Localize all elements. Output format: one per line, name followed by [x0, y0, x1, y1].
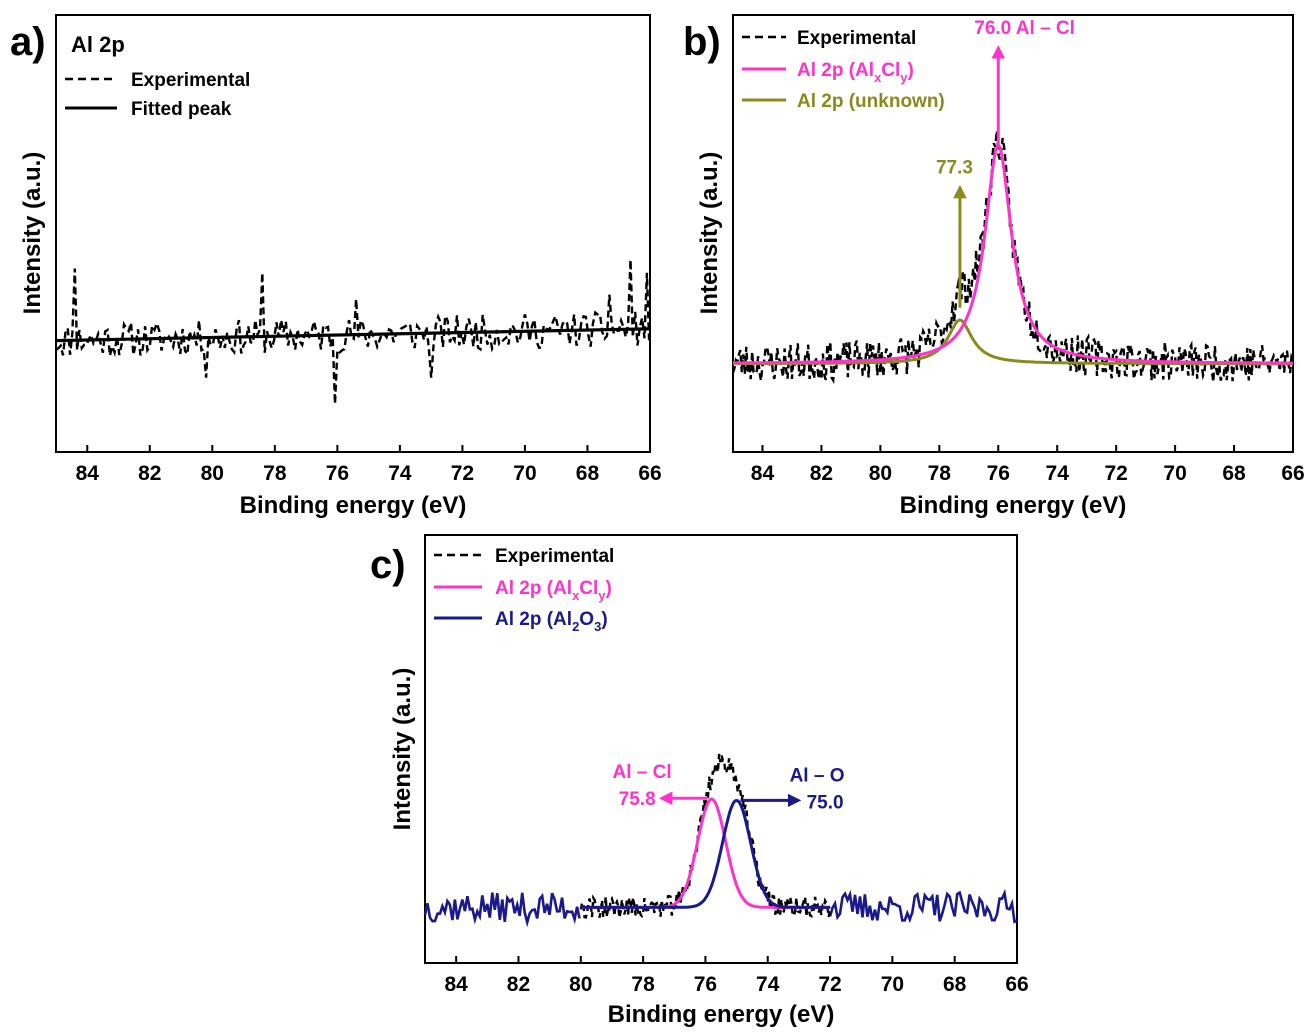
panel-b-plot-area — [731, 45, 1295, 384]
x-tick-label: 82 — [810, 462, 833, 485]
panel-c-x-axis-title: Binding energy (eV) — [608, 1001, 835, 1028]
series-experimental-line — [731, 130, 1295, 384]
x-tick-label: 72 — [1104, 462, 1127, 485]
annotation-al-o-c-line2: 75.0 — [807, 792, 844, 813]
x-tick-label: 68 — [1222, 462, 1246, 485]
x-tick-label: 70 — [1163, 462, 1186, 485]
panel-a: a) 84 82 80 78 76 74 72 70 68 66 Al 2p Experiment… — [10, 14, 662, 519]
panel-b-annotations: 76.0 Al – Cl 77.3 — [936, 18, 1075, 179]
x-tick-label: 68 — [576, 462, 600, 485]
legend-label-experimental: Experimental — [797, 28, 916, 49]
legend-label-alxcly: Al 2p (AlxCly) — [495, 578, 612, 603]
x-tick-label: 66 — [638, 462, 661, 485]
panel-a-plot-area — [55, 259, 651, 404]
panel-a-legend: Experimental Fitted peak — [65, 70, 250, 120]
x-tick-label: 70 — [513, 462, 536, 485]
legend-label-al2o3: Al 2p (Al2O3) — [495, 609, 608, 634]
x-tick-label: 66 — [1005, 973, 1028, 996]
x-tick-label: 76 — [987, 462, 1010, 485]
x-tick-label: 66 — [1281, 462, 1304, 485]
series-al2o3-background-right — [828, 888, 1018, 924]
panel-c-plot-area — [423, 753, 1018, 928]
panel-c-frame — [424, 534, 1018, 964]
panel-b: b) 84 82 80 78 76 74 72 70 68 66 Experimental Al … — [683, 14, 1305, 519]
series-al2o3-line — [580, 798, 831, 909]
legend-label-fitted: Fitted peak — [131, 99, 232, 120]
panel-a-x-axis-title: Binding energy (eV) — [240, 492, 467, 519]
panel-c-y-axis-title: Intensity (a.u.) — [389, 668, 416, 831]
panel-c-annotations: Al – Cl 75.8 Al – O 75.0 — [613, 762, 845, 813]
annotation-unknown-b: 77.3 — [936, 158, 973, 179]
panel-b-letter: b) — [683, 20, 721, 64]
x-tick-label: 70 — [881, 973, 904, 996]
panel-b-y-axis-title: Intensity (a.u.) — [696, 152, 723, 315]
panel-b-frame — [732, 14, 1294, 453]
panel-b-x-axis-title: Binding energy (eV) — [900, 492, 1127, 519]
x-tick-label: 78 — [631, 973, 655, 996]
legend-label-experimental: Experimental — [131, 70, 250, 91]
x-tick-label: 84 — [751, 462, 775, 485]
series-alxcly-line — [733, 142, 1293, 365]
series-alxcly-line — [580, 797, 831, 909]
panel-a-x-ticks: 84 82 80 78 76 74 72 70 68 66 — [76, 445, 662, 485]
x-tick-label: 80 — [869, 462, 892, 485]
x-tick-label: 82 — [507, 973, 530, 996]
x-tick-label: 76 — [326, 462, 349, 485]
x-tick-label: 76 — [694, 973, 717, 996]
legend-label-experimental: Experimental — [495, 546, 614, 567]
series-fitted-peak-line — [55, 327, 651, 343]
annotation-al-o-c-line1: Al – O — [790, 765, 845, 786]
panel-a-letter: a) — [10, 20, 46, 64]
x-tick-label: 74 — [756, 973, 780, 996]
x-tick-label: 78 — [263, 462, 287, 485]
panel-c-legend: Experimental Al 2p (AlxCly) Al 2p (Al2O3… — [434, 546, 614, 634]
panel-c-letter: c) — [370, 543, 406, 587]
series-experimental-line — [579, 753, 832, 919]
panel-a-title: Al 2p — [71, 32, 125, 57]
panel-a-y-axis-title: Intensity (a.u.) — [19, 152, 46, 315]
series-experimental-line — [55, 259, 651, 404]
annotation-al-cl-c-line1: Al – Cl — [613, 762, 672, 783]
panel-b-legend: Experimental Al 2p (AlxCly) Al 2p (unkno… — [742, 28, 945, 112]
x-tick-label: 74 — [388, 462, 412, 485]
x-tick-label: 80 — [201, 462, 224, 485]
legend-label-unknown: Al 2p (unknown) — [797, 91, 945, 112]
annotation-al-cl-c-line2: 75.8 — [619, 789, 656, 810]
x-tick-label: 78 — [928, 462, 952, 485]
x-tick-label: 80 — [569, 973, 592, 996]
legend-label-alxcly: Al 2p (AlxCly) — [797, 60, 914, 85]
x-tick-label: 82 — [138, 462, 161, 485]
annotation-al-cl-b: 76.0 Al – Cl — [974, 18, 1075, 39]
series-al2o3-background-left — [423, 892, 581, 928]
panel-c: c) 84 82 80 78 76 74 72 70 68 66 Experimental Al … — [370, 534, 1029, 1028]
panel-a-frame — [55, 14, 651, 453]
x-tick-label: 84 — [76, 462, 100, 485]
x-tick-label: 72 — [818, 973, 841, 996]
x-tick-label: 84 — [444, 973, 468, 996]
panel-c-x-ticks: 84 82 80 78 76 74 72 70 68 66 — [444, 956, 1029, 996]
x-tick-label: 74 — [1046, 462, 1070, 485]
panel-b-x-ticks: 84 82 80 78 76 74 72 70 68 66 — [751, 445, 1305, 485]
x-tick-label: 68 — [943, 973, 967, 996]
x-tick-label: 72 — [451, 462, 474, 485]
